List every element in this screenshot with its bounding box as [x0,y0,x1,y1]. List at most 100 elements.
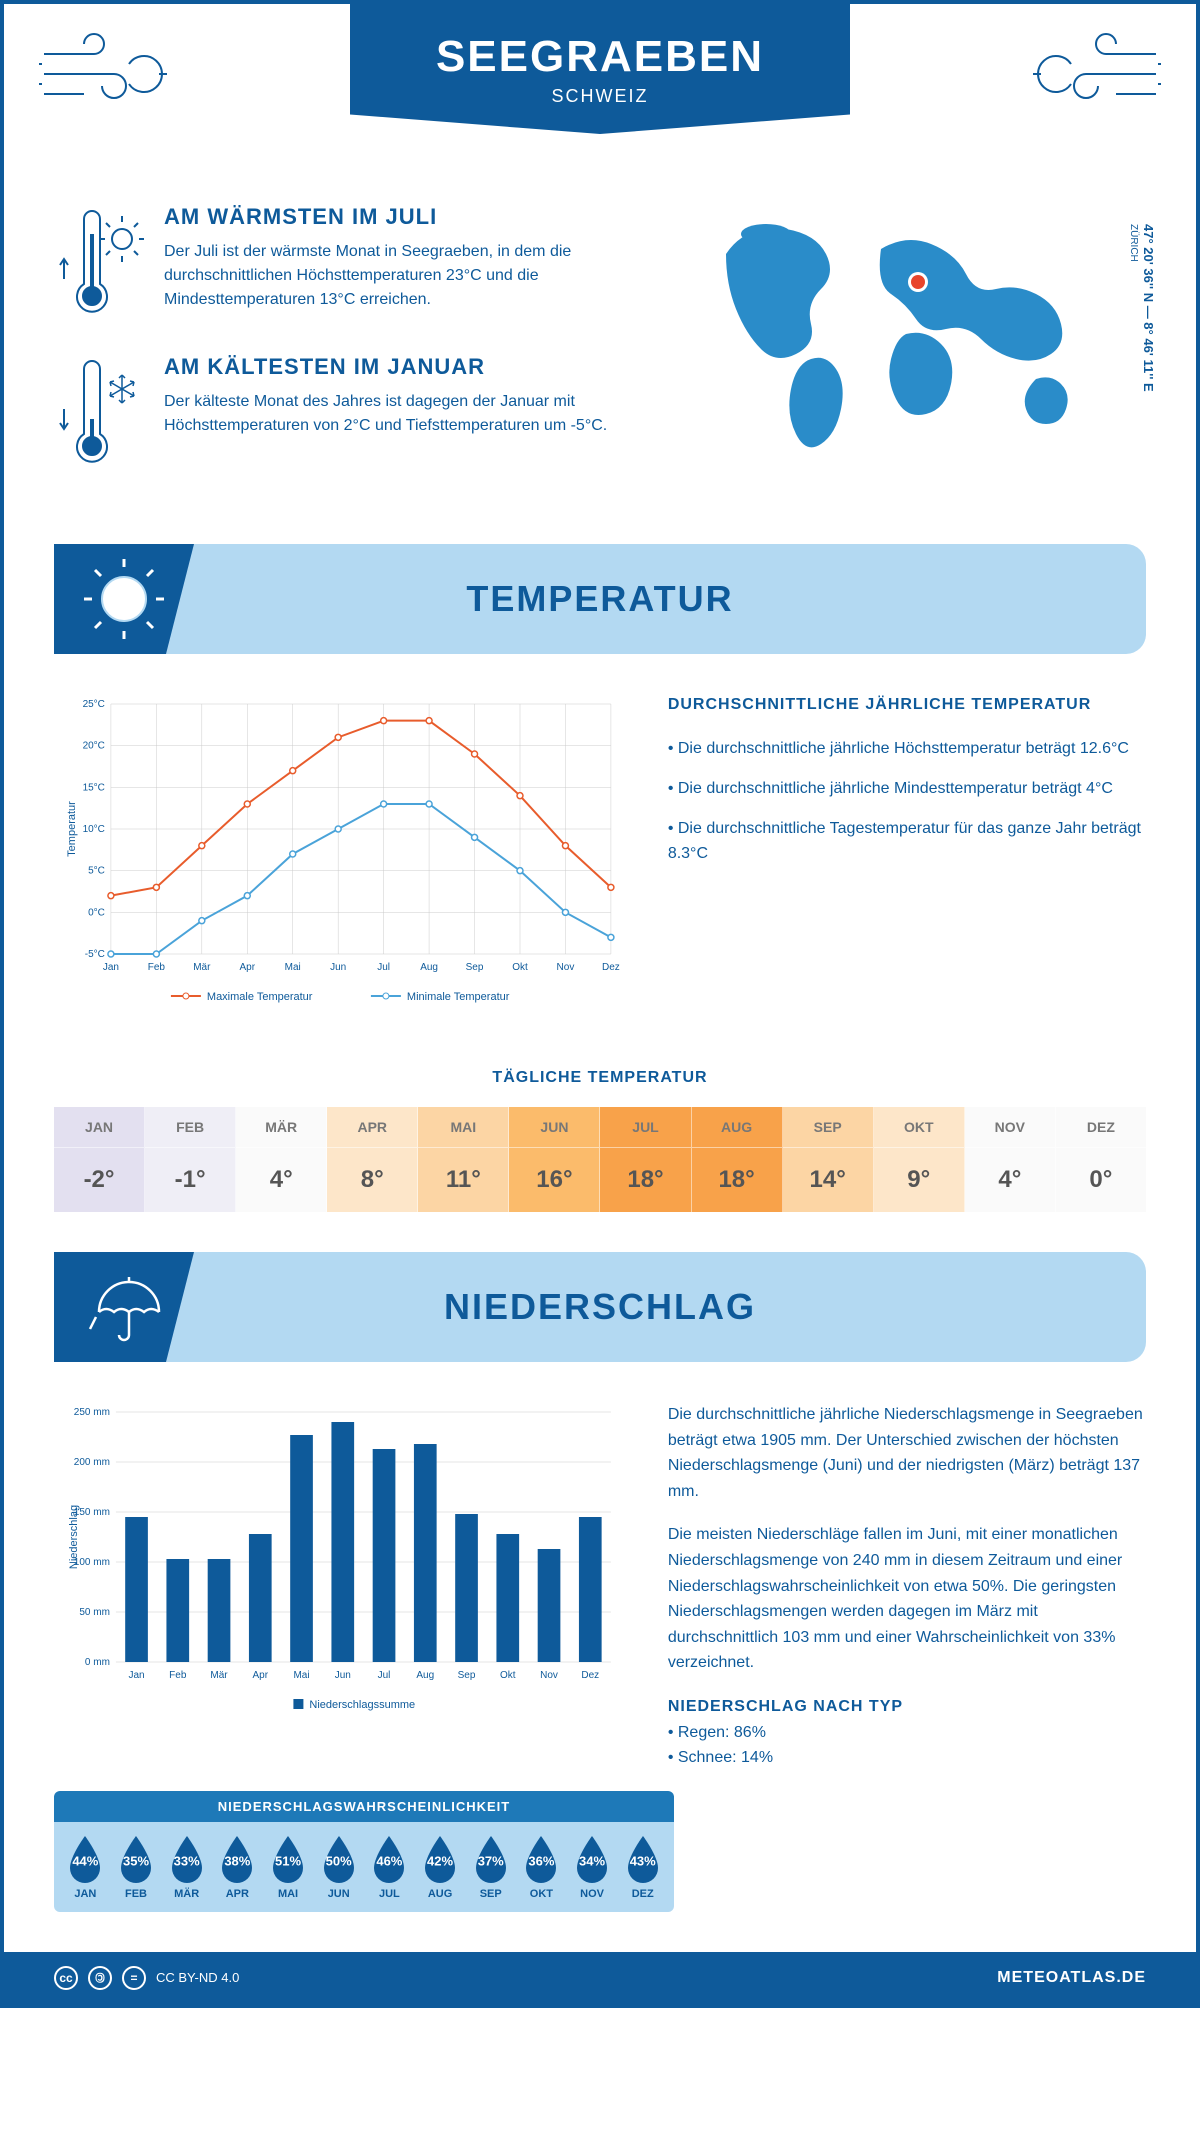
svg-text:0 mm: 0 mm [85,1657,110,1668]
probability-cell: 51%MAI [263,1834,314,1900]
svg-text:Jul: Jul [378,1670,391,1681]
svg-text:Aug: Aug [420,962,438,973]
svg-text:10°C: 10°C [83,824,105,835]
daily-temp-cell: APR8° [327,1107,418,1212]
svg-text:Jan: Jan [128,1670,144,1681]
temperature-title: TEMPERATUR [194,578,1146,620]
svg-text:Aug: Aug [416,1670,434,1681]
svg-text:0°C: 0°C [88,907,105,918]
daily-temp-cell: JUL18° [600,1107,691,1212]
umbrella-icon-box [54,1252,194,1362]
svg-text:50 mm: 50 mm [79,1607,110,1618]
warmest-desc: Der Juli ist der wärmste Monat in Seegra… [164,240,656,312]
probability-title: NIEDERSCHLAGSWAHRSCHEINLICHKEIT [54,1791,674,1822]
daily-temp-cell: AUG18° [692,1107,783,1212]
infographic-container: SEEGRAEBEN SCHWEIZ [0,0,1200,2008]
svg-text:Apr: Apr [253,1670,269,1681]
probability-cell: 43%DEZ [617,1834,668,1900]
map-panel: 47° 20' 36'' N — 8° 46' 11'' E ZÜRICH [696,204,1146,504]
footer: cc 🄯 = CC BY-ND 4.0 METEOATLAS.DE [4,1952,1196,2004]
header: SEEGRAEBEN SCHWEIZ [4,4,1196,184]
sun-icon-box [54,544,194,654]
svg-text:Temperatur: Temperatur [66,801,78,857]
daily-temp-cell: JAN-2° [54,1107,145,1212]
probability-cell: 50%JUN [313,1834,364,1900]
svg-text:Minimale Temperatur: Minimale Temperatur [407,991,510,1003]
probability-row: 44%JAN35%FEB33%MÄR38%APR51%MAI50%JUN46%J… [54,1822,674,1912]
precip-type-item: • Regen: 86% [668,1720,1146,1746]
probability-cell: 35%FEB [111,1834,162,1900]
temp-text-title: DURCHSCHNITTLICHE JÄHRLICHE TEMPERATUR [668,694,1146,716]
nd-icon: = [122,1966,146,1990]
svg-text:Sep: Sep [466,962,484,973]
temperature-chart: -5°C0°C5°C10°C15°C20°C25°CJanFebMärAprMa… [54,694,628,1019]
wind-icon-right [1026,24,1166,124]
header-banner: SEEGRAEBEN SCHWEIZ [350,4,850,134]
location-country: SCHWEIZ [552,86,649,107]
temperature-body: -5°C0°C5°C10°C15°C20°C25°CJanFebMärAprMa… [4,654,1196,1059]
sun-icon [84,559,164,639]
svg-text:Feb: Feb [148,962,166,973]
daily-temp-cell: MAI11° [418,1107,509,1212]
svg-text:15°C: 15°C [83,782,105,793]
svg-text:Mär: Mär [210,1670,228,1681]
svg-text:Jul: Jul [377,962,390,973]
svg-text:Dez: Dez [602,962,620,973]
coordinates: 47° 20' 36'' N — 8° 46' 11'' E ZÜRICH [1126,224,1156,392]
precip-type-item: • Schnee: 14% [668,1745,1146,1771]
svg-text:Okt: Okt [512,962,528,973]
info-left: AM WÄRMSTEN IM JULI Der Juli ist der wär… [54,204,656,504]
probability-cell: 46%JUL [364,1834,415,1900]
temperature-text: DURCHSCHNITTLICHE JÄHRLICHE TEMPERATUR •… [668,694,1146,1019]
coldest-block: AM KÄLTESTEN IM JANUAR Der kälteste Mona… [54,354,656,474]
daily-temp-cell: OKT9° [874,1107,965,1212]
daily-temp-cell: FEB-1° [145,1107,236,1212]
info-section: AM WÄRMSTEN IM JULI Der Juli ist der wär… [4,184,1196,544]
svg-text:25°C: 25°C [83,699,105,710]
precip-para1: Die durchschnittliche jährliche Niedersc… [668,1402,1146,1504]
probability-cell: 44%JAN [60,1834,111,1900]
precip-body: 0 mm50 mm100 mm150 mm200 mm250 mmJanFebM… [4,1362,1196,1791]
wind-icon-left [34,24,174,124]
location-title: SEEGRAEBEN [436,32,764,82]
precip-chart: 0 mm50 mm100 mm150 mm200 mm250 mmJanFebM… [54,1402,628,1771]
temperature-header: TEMPERATUR [54,544,1146,654]
probability-cell: 37%SEP [465,1834,516,1900]
svg-text:Jan: Jan [103,962,119,973]
warmest-block: AM WÄRMSTEN IM JULI Der Juli ist der wär… [54,204,656,324]
svg-text:5°C: 5°C [88,866,105,877]
footer-brand: METEOATLAS.DE [997,1969,1146,1987]
precip-type-title: NIEDERSCHLAG NACH TYP [668,1694,1146,1720]
precip-para2: Die meisten Niederschläge fallen im Juni… [668,1522,1146,1676]
probability-cell: 33%MÄR [161,1834,212,1900]
svg-text:20°C: 20°C [83,741,105,752]
world-map-icon [696,204,1116,454]
probability-cell: 42%AUG [415,1834,466,1900]
probability-cell: 38%APR [212,1834,263,1900]
footer-license: cc 🄯 = CC BY-ND 4.0 [54,1966,239,1990]
svg-text:Sep: Sep [458,1670,476,1681]
svg-text:Maximale Temperatur: Maximale Temperatur [207,991,313,1003]
svg-text:Dez: Dez [581,1670,599,1681]
precip-text: Die durchschnittliche jährliche Niedersc… [668,1402,1146,1771]
daily-temp-cell: JUN16° [509,1107,600,1212]
svg-text:Mai: Mai [293,1670,309,1681]
svg-text:Nov: Nov [540,1670,558,1681]
warmest-title: AM WÄRMSTEN IM JULI [164,204,656,230]
daily-temp-cell: DEZ0° [1056,1107,1146,1212]
thermometer-cold-icon [54,354,144,474]
daily-temp-cell: NOV4° [965,1107,1056,1212]
svg-text:-5°C: -5°C [85,949,105,960]
temp-bullet: • Die durchschnittliche jährliche Mindes… [668,776,1146,802]
precip-header: NIEDERSCHLAG [54,1252,1146,1362]
probability-box: NIEDERSCHLAGSWAHRSCHEINLICHKEIT 44%JAN35… [54,1791,674,1912]
svg-text:Jun: Jun [335,1670,351,1681]
svg-text:Feb: Feb [169,1670,187,1681]
probability-cell: 36%OKT [516,1834,567,1900]
temp-bullet: • Die durchschnittliche Tagestemperatur … [668,816,1146,867]
thermometer-hot-icon [54,204,144,324]
umbrella-icon [84,1267,164,1347]
daily-temp-title: TÄGLICHE TEMPERATUR [4,1069,1196,1087]
svg-text:200 mm: 200 mm [74,1457,110,1468]
svg-text:Okt: Okt [500,1670,516,1681]
